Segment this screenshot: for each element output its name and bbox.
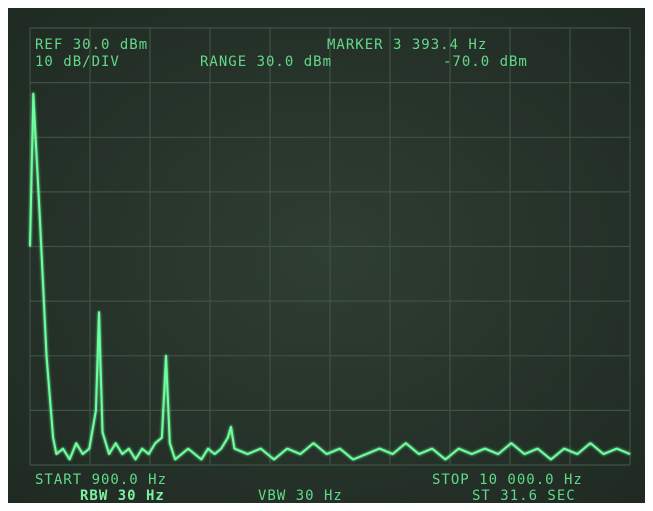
- ref-level: REF 30.0 dBm: [35, 37, 148, 53]
- sweep-time: ST 31.6 SEC: [472, 488, 576, 504]
- marker-level: -70.0 dBm: [443, 54, 528, 70]
- stop-frequency: STOP 10 000.0 Hz: [432, 472, 583, 488]
- marker-frequency: MARKER 3 393.4 Hz: [327, 37, 487, 53]
- rbw: RBW 30 Hz: [80, 488, 165, 504]
- start-frequency: START 900.0 Hz: [35, 472, 167, 488]
- analyzer-screen: REF 30.0 dBm 10 dB/DIV RANGE 30.0 dBm MA…: [0, 0, 653, 511]
- range: RANGE 30.0 dBm: [200, 54, 332, 70]
- scale: 10 dB/DIV: [35, 54, 120, 70]
- vbw: VBW 30 Hz: [258, 488, 343, 504]
